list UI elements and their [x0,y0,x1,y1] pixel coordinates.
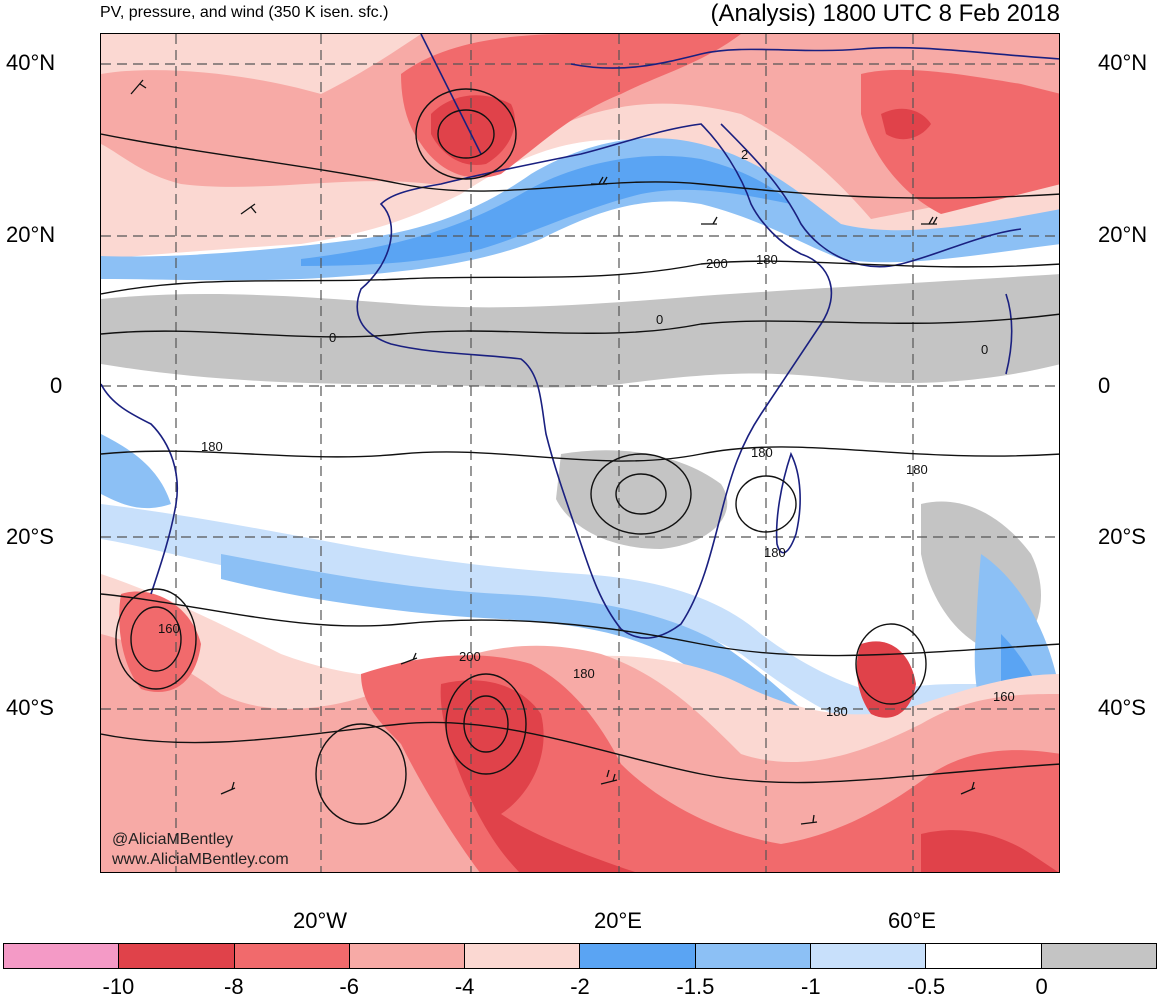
contour-label: 180 [906,462,928,477]
colorbar-swatch [4,944,120,968]
pv-band-north-blue-dark [301,155,791,266]
colorbar-tick-label: 0 [1035,974,1048,999]
colorbar-tick-label: -8 [224,974,244,999]
colorbar-tick-label: -1 [801,974,821,999]
colorbar-tick-label: -0.5 [907,974,946,999]
map-canvas: 2 200 180 0 0 0 180 180 180 180 160 200 … [101,34,1059,872]
lat-label-right: 20°S [1098,524,1146,549]
contour-label: 180 [573,666,595,681]
colorbar-swatch [465,944,581,968]
contour-label: 0 [656,312,663,327]
colorbar-swatch [811,944,927,968]
pv-region-se-core [921,830,1058,872]
colorbar-swatch [119,944,235,968]
colorbar-tick-label: -6 [339,974,359,999]
contour-labels: 2 200 180 0 0 0 180 180 180 180 160 200 … [158,147,1015,719]
contour-label: 160 [158,621,180,636]
lon-label: 20°W [292,908,348,933]
contour-label: 0 [329,330,336,345]
pressure-contours [101,88,1059,825]
pv-region-south-core-2 [856,641,916,718]
pv-region-sw-strong [119,591,201,692]
colorbar-swatch [1041,944,1156,968]
lat-label-left: 20°N [6,222,56,247]
pv-region-ne-core [881,108,931,140]
lat-label-left: 40°S [6,695,54,720]
pv-region-ne-strong [861,69,1059,214]
contour-label: 0 [981,342,988,357]
map-panel: 2 200 180 0 0 0 180 180 180 180 160 200 … [100,33,1060,873]
credit-website: www.AliciaMBentley.com [112,851,289,868]
pv-region-south-core [440,680,636,872]
colorbar-tick-label: -1.5 [676,974,715,999]
colorbar-swatch [695,944,812,968]
wind-barbs [130,79,976,825]
lat-label-left: 0 [50,373,63,398]
lat-label-right: 40°S [1098,695,1146,720]
contour-label: 180 [751,445,773,460]
credit-handle: @AliciaMBentley [112,831,234,848]
pv-band-south-blue-mid [221,554,801,710]
map-subtitle: PV, pressure, and wind (350 K isen. sfc.… [100,4,389,21]
pv-band-south-blue [101,504,1059,763]
colorbar-tick-label: -10 [102,974,135,999]
lat-label-right: 20°N [1098,222,1148,247]
colorbar-swatch [926,944,1042,968]
colorbar-swatch [580,944,696,968]
coastlines [101,34,1059,639]
lat-label-right: 40°N [1098,50,1148,75]
pv-region-equatorial-gray [101,274,1059,388]
colorbar-swatch [234,944,350,968]
contour-label: 180 [826,704,848,719]
contour-label: 2 [741,147,748,162]
colorbar-tick-label: -2 [570,974,590,999]
contour-label: 180 [756,252,778,267]
contour-label: 180 [201,439,223,454]
contour-label: 160 [993,689,1015,704]
colorbar-swatch [349,944,466,968]
lat-label-left: 20°S [6,524,54,549]
lat-label-left: 40°N [6,50,56,75]
contour-label: 200 [459,649,481,664]
lon-label: 60°E [888,908,936,933]
map-gridlines [101,34,1059,872]
map-title: (Analysis) 1800 UTC 8 Feb 2018 [710,0,1061,27]
colorbar-tick-label: -4 [454,974,475,999]
lat-label-right: 0 [1098,373,1111,398]
contour-label: 180 [764,545,786,560]
lon-label: 20°E [594,908,642,933]
contour-label: 200 [706,256,728,271]
colorbar [3,943,1157,969]
